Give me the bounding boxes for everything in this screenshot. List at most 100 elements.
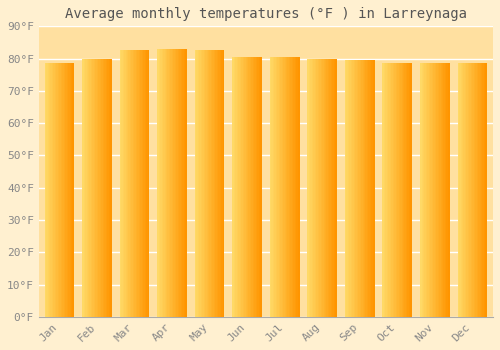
Bar (308, 58, 310, 317)
Bar (52, 63, 54, 317)
Bar (56, 63, 58, 317)
Bar (366, 60, 368, 317)
Bar (394, 63, 396, 317)
Bar (484, 63, 486, 317)
Bar (422, 63, 424, 317)
Bar (289, 57, 290, 317)
Bar (198, 50, 200, 317)
Bar (314, 58, 315, 317)
Bar (283, 57, 285, 317)
Bar (55, 63, 56, 317)
Bar (362, 60, 364, 317)
Bar (432, 63, 434, 317)
Bar (462, 63, 464, 317)
Bar (98, 58, 100, 317)
Bar (242, 57, 244, 317)
Bar (185, 49, 187, 317)
Bar (406, 63, 408, 317)
Bar (126, 50, 128, 317)
Bar (260, 57, 262, 317)
Bar (284, 57, 286, 317)
Bar (448, 63, 450, 317)
Bar (434, 63, 436, 317)
Bar (180, 49, 182, 317)
Bar (334, 58, 336, 317)
Bar (200, 50, 202, 317)
Bar (134, 50, 136, 317)
Bar (445, 63, 447, 317)
Bar (392, 63, 393, 317)
Bar (397, 63, 399, 317)
Bar (199, 50, 201, 317)
Bar (158, 49, 160, 317)
Bar (132, 50, 134, 317)
Bar (72, 63, 74, 317)
Bar (316, 58, 318, 317)
Bar (240, 57, 242, 317)
Bar (482, 63, 484, 317)
Bar (140, 50, 142, 317)
Bar (210, 50, 212, 317)
Bar (372, 60, 373, 317)
Bar (312, 58, 314, 317)
Bar (335, 58, 337, 317)
Bar (481, 63, 483, 317)
Bar (348, 60, 350, 317)
Bar (216, 50, 217, 317)
Bar (92, 58, 94, 317)
Bar (62, 63, 64, 317)
Bar (234, 57, 235, 317)
Bar (392, 63, 394, 317)
Bar (94, 58, 96, 317)
Bar (102, 58, 104, 317)
Bar (127, 50, 129, 317)
Bar (388, 63, 390, 317)
Bar (373, 60, 374, 317)
Bar (256, 57, 258, 317)
Bar (110, 58, 112, 317)
Bar (121, 50, 123, 317)
Bar (292, 57, 294, 317)
Bar (100, 58, 102, 317)
Bar (480, 63, 482, 317)
Bar (460, 63, 462, 317)
Bar (423, 63, 425, 317)
Bar (71, 63, 73, 317)
Bar (107, 58, 109, 317)
Bar (133, 50, 134, 317)
Bar (166, 49, 168, 317)
Bar (97, 58, 98, 317)
Bar (298, 57, 300, 317)
Bar (217, 50, 218, 317)
Bar (220, 50, 222, 317)
Bar (475, 63, 477, 317)
Bar (320, 58, 322, 317)
Bar (130, 50, 132, 317)
Bar (328, 58, 330, 317)
Bar (396, 63, 398, 317)
Bar (332, 58, 334, 317)
Bar (356, 60, 358, 317)
Bar (464, 63, 466, 317)
Bar (91, 58, 93, 317)
Bar (146, 50, 148, 317)
Bar (106, 58, 108, 317)
Bar (48, 63, 50, 317)
Bar (472, 63, 474, 317)
Bar (244, 57, 246, 317)
Bar (442, 63, 444, 317)
Bar (164, 49, 166, 317)
Bar (314, 58, 316, 317)
Bar (60, 63, 62, 317)
Bar (310, 58, 312, 317)
Bar (236, 57, 237, 317)
Bar (250, 57, 252, 317)
Bar (403, 63, 405, 317)
Bar (470, 63, 471, 317)
Bar (184, 49, 186, 317)
Bar (60, 63, 61, 317)
Title: Average monthly temperatures (°F ) in Larreynaga: Average monthly temperatures (°F ) in La… (65, 7, 467, 21)
Bar (290, 57, 292, 317)
Bar (439, 63, 441, 317)
Bar (163, 49, 165, 317)
